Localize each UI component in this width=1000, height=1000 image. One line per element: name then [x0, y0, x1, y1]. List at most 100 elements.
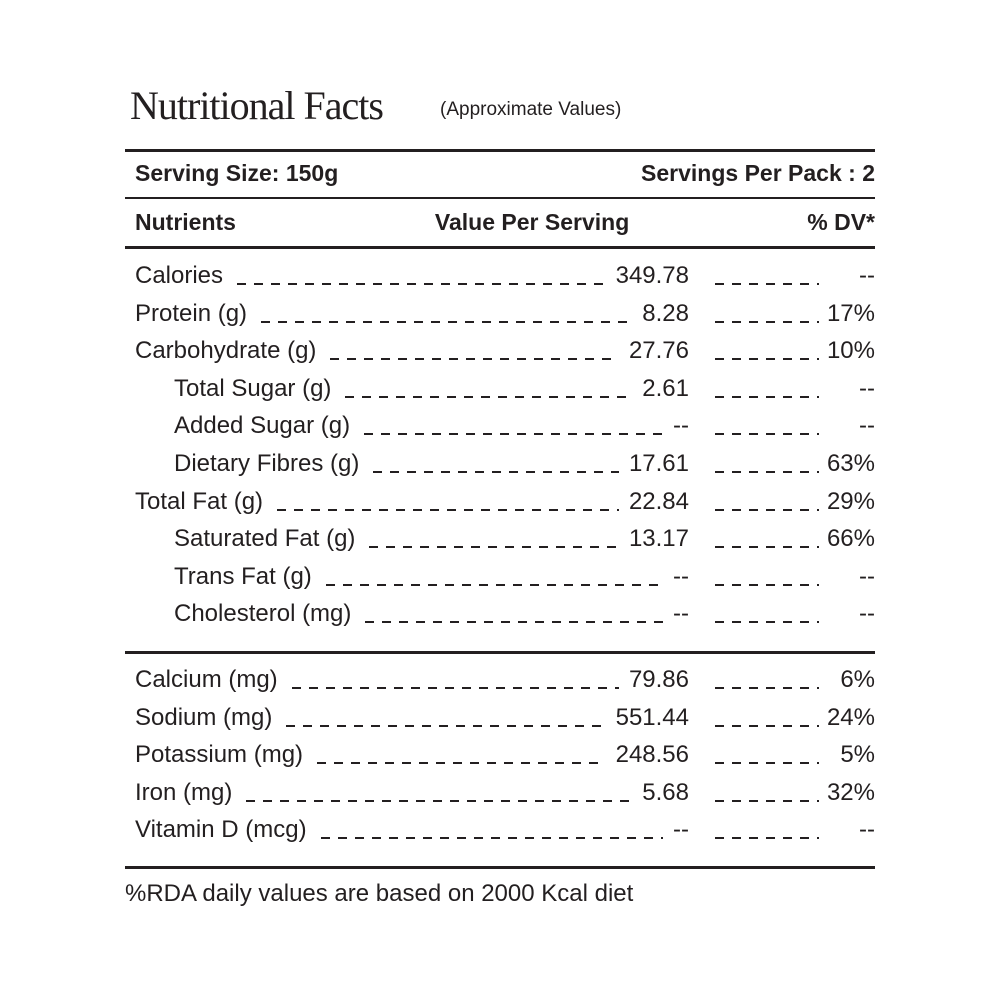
header-dv: % DV* — [807, 209, 875, 235]
dash-leader — [246, 799, 633, 802]
table-row: Dietary Fibres (g) 17.61 63% — [125, 446, 875, 478]
dash-leader — [364, 433, 664, 436]
nutrient-dv: 6% — [840, 666, 875, 693]
page-subtitle: (Approximate Values) — [440, 99, 622, 120]
nutrient-value: -- — [673, 562, 689, 590]
dash-leader — [715, 433, 819, 436]
nutrient-dv: -- — [859, 374, 875, 402]
dash-leader — [715, 687, 819, 689]
dash-leader — [369, 546, 619, 549]
nutrient-name: Potassium (mg) — [135, 741, 304, 769]
nutrient-dv: 66% — [826, 525, 875, 553]
nutrient-name: Cholesterol (mg) — [174, 600, 352, 628]
nutrient-dv: 17% — [826, 299, 875, 327]
table-row: Iron (mg) 5.68 32% — [125, 775, 875, 807]
divider — [125, 866, 875, 869]
nutrient-value: 349.78 — [615, 262, 689, 289]
dash-leader — [715, 283, 819, 285]
nutrient-name: Protein (g) — [135, 299, 248, 327]
nutrient-name: Total Sugar (g) — [174, 374, 332, 402]
table-row: Total Fat (g) 22.84 29% — [125, 484, 875, 516]
table-row: Added Sugar (g) -- -- — [125, 408, 875, 440]
nutrient-name: Total Fat (g) — [135, 487, 264, 515]
dash-leader — [237, 283, 606, 285]
divider — [125, 149, 875, 152]
nutrient-dv: -- — [859, 262, 875, 289]
nutrient-name: Trans Fat (g) — [174, 562, 312, 590]
dash-leader — [286, 724, 606, 727]
dash-leader — [715, 621, 819, 624]
nutrient-name: Saturated Fat (g) — [174, 525, 356, 553]
table-row: Sodium (mg) 551.44 24% — [125, 700, 875, 732]
nutrient-value: 2.61 — [642, 374, 689, 402]
table-row: Carbohydrate (g) 27.76 10% — [125, 333, 875, 365]
nutrient-dv: 32% — [826, 778, 875, 806]
divider — [125, 197, 875, 199]
table-row: Saturated Fat (g) 13.17 66% — [125, 521, 875, 553]
nutrient-dv: 63% — [826, 450, 875, 477]
nutrient-dv: -- — [859, 600, 875, 628]
dash-leader — [325, 583, 664, 586]
dash-leader — [345, 395, 633, 398]
nutrient-value: 13.17 — [628, 525, 689, 553]
table-row: Vitamin D (mcg) -- -- — [125, 812, 875, 844]
nutrient-name: Dietary Fibres (g) — [174, 450, 360, 477]
dash-leader — [373, 471, 619, 473]
nutrient-value: 8.28 — [642, 299, 689, 327]
table-row: Potassium (mg) 248.56 5% — [125, 737, 875, 769]
divider — [125, 651, 875, 654]
dash-leader — [715, 837, 819, 840]
dash-leader — [715, 395, 819, 398]
nutrient-value: 79.86 — [628, 666, 689, 693]
dash-leader — [277, 508, 619, 511]
dash-leader — [261, 320, 633, 323]
dash-leader — [715, 583, 819, 586]
nutrient-name: Calories — [135, 262, 224, 289]
nutrient-value: 248.56 — [615, 741, 689, 769]
table-row: Trans Fat (g) -- -- — [125, 559, 875, 591]
dash-leader — [317, 762, 606, 765]
dash-leader — [320, 837, 664, 840]
nutrient-name: Added Sugar (g) — [174, 412, 351, 440]
nutrient-dv: -- — [859, 816, 875, 844]
nutrient-value: 22.84 — [628, 487, 689, 515]
nutrient-name: Calcium (mg) — [135, 666, 278, 693]
footnote: %RDA daily values are based on 2000 Kcal… — [125, 880, 634, 907]
nutrient-value: -- — [673, 600, 689, 628]
dash-leader — [715, 724, 819, 727]
header-value: Value Per Serving — [434, 209, 630, 235]
nutrient-dv: -- — [859, 562, 875, 590]
nutrient-value: 551.44 — [615, 703, 689, 731]
dash-leader — [715, 799, 819, 802]
servings-per-pack: Servings Per Pack : 2 — [641, 160, 875, 186]
nutrient-value: 27.76 — [628, 337, 689, 365]
dash-leader — [715, 546, 819, 549]
serving-row: Serving Size: 150g Servings Per Pack : 2 — [125, 155, 875, 187]
nutrient-dv: 29% — [826, 487, 875, 515]
dash-leader — [291, 687, 619, 689]
dash-leader — [330, 358, 619, 361]
nutrient-dv: -- — [859, 412, 875, 440]
nutrient-value: -- — [673, 816, 689, 844]
table-row: Calories 349.78 -- — [125, 258, 875, 290]
dash-leader — [715, 762, 819, 765]
table-row: Protein (g) 8.28 17% — [125, 296, 875, 328]
header-nutrients: Nutrients — [135, 209, 236, 235]
dash-leader — [715, 508, 819, 511]
nutrient-value: 17.61 — [628, 450, 689, 477]
nutrient-dv: 5% — [840, 741, 875, 769]
table-row: Total Sugar (g) 2.61 -- — [125, 371, 875, 403]
dash-leader — [715, 320, 819, 323]
nutrient-value: 5.68 — [642, 778, 689, 806]
nutrient-value: -- — [673, 412, 689, 440]
nutrient-dv: 24% — [826, 703, 875, 731]
dash-leader — [715, 471, 819, 473]
table-header: Nutrients Value Per Serving % DV* — [125, 204, 875, 236]
serving-size: Serving Size: 150g — [135, 160, 339, 186]
nutrient-name: Sodium (mg) — [135, 703, 273, 731]
page-title: Nutritional Facts — [130, 83, 384, 128]
table-row: Calcium (mg) 79.86 6% — [125, 662, 875, 694]
nutrient-dv: 10% — [826, 337, 875, 365]
dash-leader — [365, 621, 664, 624]
nutrient-name: Vitamin D (mcg) — [135, 816, 307, 844]
